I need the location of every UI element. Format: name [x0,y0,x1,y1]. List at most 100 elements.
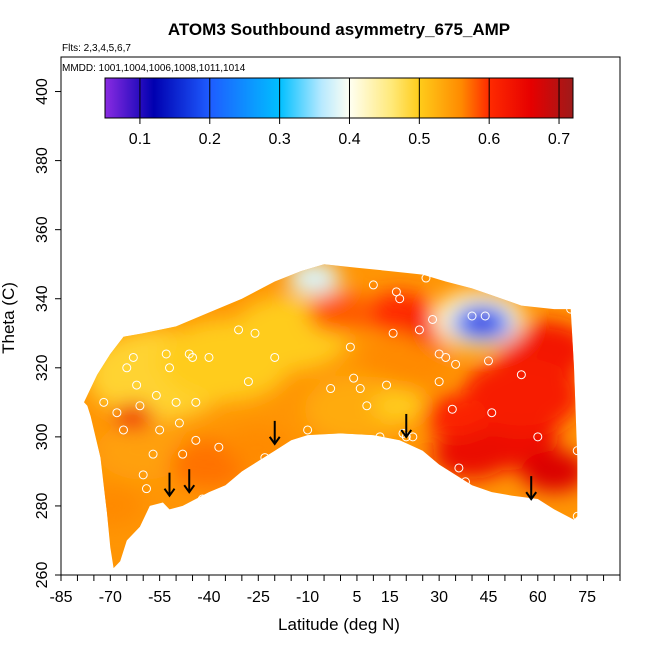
observation-point [188,352,198,362]
observation-point [451,359,461,369]
y-axis-label: Theta (C) [0,282,18,354]
observation-point [197,494,207,504]
observation-point [270,352,280,362]
observation-point [572,511,582,521]
observation-point [184,349,194,359]
observation-point [99,397,109,407]
observation-point [135,401,145,411]
x-tick-label: 15 [381,589,399,606]
observation-point [480,311,490,321]
x-tick-label: -25 [247,589,270,606]
observation-point [483,356,493,366]
y-tick-label: 320 [34,354,51,381]
observation-point [132,380,142,390]
observation-point [141,484,151,494]
observation-point [533,432,543,442]
observation-point [118,425,128,435]
observation-point [234,325,244,335]
observation-point [572,446,582,456]
observation-point [112,408,122,418]
observation-point [128,352,138,362]
arrow-marker [525,476,538,501]
observation-point [243,377,253,387]
observation-point [155,425,165,435]
observation-point [148,449,158,459]
observation-point [375,432,385,442]
x-axis: -85 -70 -55 -40 -25 -10 5 15 30 45 60 75 [49,575,621,606]
arrow-head [268,436,281,446]
arrow-head [183,484,196,494]
x-tick-label: 30 [430,589,448,606]
colorbar-tick-label: 0.5 [408,131,430,148]
arrow-head [525,491,538,501]
observation-point [122,363,132,373]
heatmap-patch [225,426,292,468]
x-tick-label: -55 [148,589,171,606]
observation-point [447,404,457,414]
colorbar-ticks: 0.1 0.2 0.3 0.4 0.5 0.6 0.7 [129,78,570,148]
heatmap-patch [422,395,489,437]
heatmap-patch [468,314,496,332]
heatmap-patch [113,403,154,429]
observation-point [428,314,438,324]
arrow-marker [268,420,281,446]
x-tick-label: 5 [352,589,361,606]
observation-point [250,328,260,338]
observation-point [414,325,424,335]
observation-point [395,294,405,304]
heatmap-patch [287,264,341,295]
observation-point [441,352,451,362]
observation-point [303,425,313,435]
x-tick-label: -70 [99,589,122,606]
observation-point [516,370,526,380]
observation-point [178,449,188,459]
observation-point [349,373,359,383]
heatmap-patch [432,429,512,479]
y-tick-label: 300 [34,423,51,450]
colorbar-tick-label: 0.1 [129,131,151,148]
heatmap-patch [84,485,144,527]
observation-point [388,328,398,338]
y-tick-label: 280 [34,492,51,519]
heatmap-patch [307,291,374,334]
observation-point [382,380,392,390]
observation-point [326,384,336,394]
arrow-head [400,429,413,439]
heatmap-patch [373,389,426,423]
arrow-head [163,488,176,498]
observation-point [214,442,224,452]
observation-point [355,384,365,394]
y-tick-label: 340 [34,285,51,312]
colorbar-tick-label: 0.7 [548,131,570,148]
observation-point [408,432,418,442]
observation-point [174,418,184,428]
y-axis: 260 280 300 320 340 360 380 400 [34,78,61,588]
arrow-marker [400,413,413,439]
observation-points [99,273,582,577]
observation-point [460,477,470,487]
colorbar-bar [104,77,574,119]
colorbar-tick-label: 0.3 [269,131,291,148]
observation-point [362,401,372,411]
y-tick-label: 360 [34,216,51,243]
observation-point [145,518,155,528]
observation-point [191,435,201,445]
x-tick-label: -40 [197,589,220,606]
arrow-marker [183,469,196,494]
arrow-marker [163,472,176,498]
heatmap-clipped-group [84,264,578,569]
chart-title: ATOM3 Southbound asymmetry_675_AMP [168,20,510,39]
y-tick-label: 260 [34,562,51,589]
heatmap-patch [462,358,578,433]
observation-point [161,349,171,359]
observation-point [487,408,497,418]
x-tick-label: 75 [578,589,596,606]
arrow-markers [163,413,538,501]
observation-point [151,390,161,400]
observation-point [204,352,214,362]
x-tick-label: -85 [49,589,72,606]
observation-point [171,397,181,407]
heatmap-field [84,264,578,569]
observation-point [102,567,112,577]
